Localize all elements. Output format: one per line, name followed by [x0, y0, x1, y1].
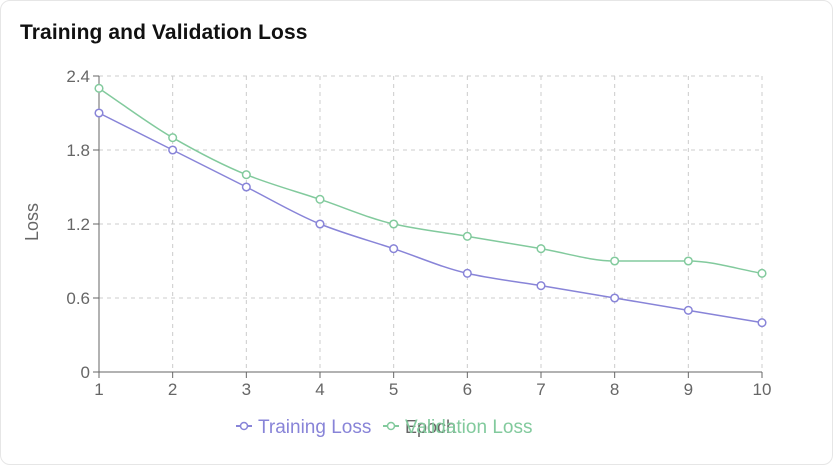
x-tick-label: 8 [610, 380, 619, 399]
axes: 0 0.6 1.2 1.8 2.4 1 2 3 4 5 6 7 8 9 10 Loss Epoch [22, 67, 771, 437]
y-tick-label: 1.8 [66, 141, 90, 160]
y-tick-label: 2.4 [66, 67, 90, 86]
training-loss-point[interactable] [683, 305, 693, 315]
x-tick-label: 10 [753, 380, 772, 399]
validation-loss-point[interactable] [94, 83, 104, 93]
y-tick-label: 0 [81, 363, 90, 382]
training-loss-point[interactable] [389, 244, 399, 254]
y-tick-label: 0.6 [66, 289, 90, 308]
x-tick-label: 3 [242, 380, 251, 399]
validation-loss-point[interactable] [536, 244, 546, 254]
validation-loss-point[interactable] [168, 133, 178, 143]
training-loss-point[interactable] [757, 318, 767, 328]
x-tick-label: 5 [389, 380, 398, 399]
validation-loss-point[interactable] [315, 194, 325, 204]
validation-loss-point[interactable] [757, 268, 767, 278]
x-tick-label: 7 [536, 380, 545, 399]
chart-title: Training and Validation Loss [20, 21, 308, 44]
legend: Training Loss Validation Loss [236, 417, 532, 438]
legend-item-validation-loss[interactable]: Validation Loss [383, 417, 532, 438]
training-loss-point[interactable] [168, 145, 178, 155]
training-loss-line [98, 112, 763, 324]
validation-loss-point[interactable] [683, 256, 693, 266]
validation-loss-point[interactable] [610, 256, 620, 266]
x-tick-label: 4 [315, 380, 324, 399]
legend-label: Validation Loss [405, 417, 532, 438]
grid [99, 75, 763, 372]
training-loss-point[interactable] [94, 108, 104, 118]
legend-swatch-marker [386, 421, 396, 431]
x-tick-label: 2 [168, 380, 177, 399]
y-tick-label: 1.2 [66, 215, 90, 234]
validation-loss-point[interactable] [462, 231, 472, 241]
series-lines [94, 83, 767, 328]
x-tick-label: 9 [684, 380, 693, 399]
training-loss-point[interactable] [241, 182, 251, 192]
training-loss-point[interactable] [462, 268, 472, 278]
legend-label: Training Loss [258, 417, 371, 438]
training-loss-point[interactable] [315, 219, 325, 229]
y-axis-label: Loss [22, 203, 42, 241]
validation-loss-point[interactable] [389, 219, 399, 229]
legend-item-training-loss[interactable]: Training Loss [236, 417, 371, 438]
x-axis-label: Epoch [405, 417, 456, 437]
x-tick-label: 1 [94, 380, 103, 399]
x-tick-label: 6 [463, 380, 472, 399]
validation-loss-line [98, 87, 763, 275]
validation-loss-point[interactable] [241, 170, 251, 180]
training-loss-point[interactable] [610, 293, 620, 303]
training-loss-point[interactable] [536, 281, 546, 291]
legend-swatch-marker [239, 421, 249, 431]
